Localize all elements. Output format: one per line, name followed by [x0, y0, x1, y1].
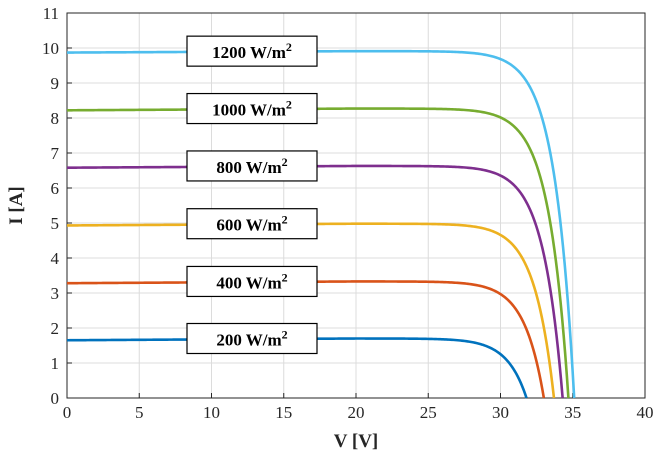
y-tick-label: 4 [51, 249, 60, 268]
series-lines [66, 49, 576, 399]
y-tick-label: 6 [51, 179, 60, 198]
irradiance-label: 1000 W/m2 [186, 92, 318, 125]
x-tick-label: 0 [63, 403, 72, 422]
series-line [66, 107, 570, 399]
y-tick-label: 7 [51, 144, 60, 163]
x-tick-label: 10 [203, 403, 220, 422]
x-tick-label: 15 [275, 403, 292, 422]
series-line [66, 49, 576, 399]
irradiance-label-box [186, 208, 318, 240]
x-tick-label: 40 [637, 403, 654, 422]
x-tick-label: 25 [420, 403, 437, 422]
irradiance-label-text: 400 W/m2 [216, 270, 287, 292]
x-axis-label: V [V] [334, 431, 379, 452]
irradiance-label-text: 1000 W/m2 [212, 98, 292, 120]
y-tick-label: 10 [42, 39, 59, 58]
y-tick-label: 0 [51, 389, 60, 408]
series-line [66, 222, 556, 399]
irradiance-label: 800 W/m2 [186, 150, 318, 182]
x-tick-label: 5 [135, 403, 144, 422]
irradiance-label-box [186, 92, 318, 125]
irradiance-label: 1200 W/m2 [186, 35, 318, 67]
y-tick-label: 9 [51, 74, 60, 93]
y-tick-label: 3 [51, 284, 60, 303]
irradiance-label-text: 800 W/m2 [216, 155, 287, 177]
x-tick-label: 20 [348, 403, 365, 422]
axis-ticks: 0 5 10 15 20 25 30 35 40 0 1 2 3 4 5 6 7 8 9 10 11 [42, 4, 654, 422]
y-tick-label: 2 [51, 319, 60, 338]
irradiance-label-box [186, 150, 318, 182]
y-tick-label: 8 [51, 109, 60, 128]
irradiance-label-text: 600 W/m2 [216, 213, 287, 235]
irradiance-label: 400 W/m2 [186, 265, 318, 298]
y-tick-label: 11 [43, 4, 59, 23]
grid [66, 12, 646, 399]
y-tick-label: 1 [51, 354, 60, 373]
irradiance-label-text: 1200 W/m2 [212, 40, 292, 62]
irradiance-label: 200 W/m2 [186, 322, 318, 355]
y-axis-label: I [A] [6, 186, 27, 225]
irradiance-label-box [186, 322, 318, 355]
x-tick-label: 30 [492, 403, 509, 422]
irradiance-label: 600 W/m2 [186, 208, 318, 240]
irradiance-label-box [186, 35, 318, 67]
irradiance-label-box [186, 265, 318, 298]
y-tick-label: 5 [51, 214, 60, 233]
irradiance-label-text: 200 W/m2 [216, 328, 287, 350]
annotations: 1200 W/m2 1000 W/m2 800 W/m2 600 W/m2 400 W/… [186, 35, 318, 355]
x-tick-label: 35 [564, 403, 581, 422]
